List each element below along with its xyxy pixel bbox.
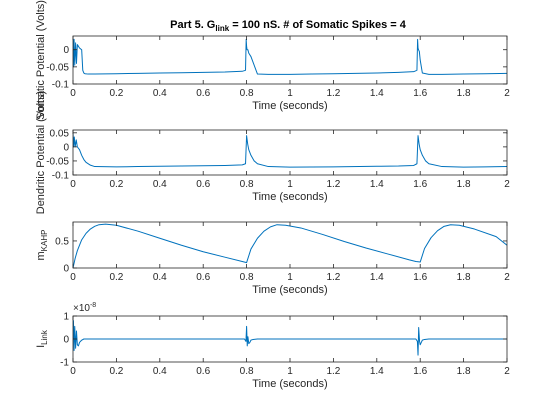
x-tick-label: 0.2 <box>109 366 123 377</box>
x-tick-label: 0 <box>70 88 76 99</box>
x-tick-label: 0.6 <box>196 179 210 190</box>
title-main: Part 5. G <box>170 19 215 31</box>
x-tick-label: 1.2 <box>326 272 340 283</box>
y-tick-label: 1 <box>63 312 69 323</box>
x-tick-label: 1.6 <box>413 272 427 283</box>
y-tick-label: 0.05 <box>50 128 70 139</box>
somatic-panel: 0 0.2 0.4 0.6 0.8 1 1.2 1.4 1.6 1.8 2 -0.1 -0.05 0 Tim… <box>35 0 510 120</box>
ilink-y-axis-label: ILink <box>35 329 49 348</box>
x-tick-label: 1.4 <box>370 88 384 99</box>
x-tick-label: 1.8 <box>457 272 471 283</box>
dendritic-axes-box <box>72 129 508 176</box>
somatic-trace <box>73 37 507 75</box>
figure-title: Part 5. Glink = 100 nS. # of Somatic Spi… <box>170 19 407 33</box>
mkahp-panel: 0 0.2 0.4 0.6 0.8 1 1.2 1.4 1.6 1.8 2 0 0.5 Time (sec… <box>35 221 510 296</box>
x-tick-label: 0.8 <box>240 366 254 377</box>
y-tick-label: 0 <box>63 264 69 275</box>
x-tick-label: 1.4 <box>370 179 384 190</box>
mkahp-y-axis-label: mKAHP <box>35 230 49 261</box>
dendritic-y-axis-label: Dendritic Potential (Volts) <box>35 91 47 215</box>
x-tick-label: 0 <box>70 272 76 283</box>
x-tick-label: 0.2 <box>109 88 123 99</box>
x-tick-label: 2 <box>504 366 510 377</box>
y-tick-label: -0.1 <box>52 80 70 91</box>
x-tick-label: 0.6 <box>196 272 210 283</box>
x-tick-label: 0.8 <box>240 88 254 99</box>
x-tick-label: 0.8 <box>240 272 254 283</box>
y-tick-label: 0 <box>63 335 69 346</box>
somatic-x-axis-label: Time (seconds) <box>252 100 327 112</box>
mkahp-x-axis-label: Time (seconds) <box>252 284 327 296</box>
title-subscript: link <box>215 24 229 33</box>
x-tick-label: 0.4 <box>153 88 167 99</box>
x-tick-label: 0.4 <box>153 366 167 377</box>
y-label-main: I <box>35 345 47 348</box>
x-tick-label: 2 <box>504 88 510 99</box>
x-tick-label: 1.8 <box>457 366 471 377</box>
x-tick-label: 1 <box>287 272 293 283</box>
title-rest: = 100 nS. # of Somatic Spikes = 4 <box>229 19 407 31</box>
y-tick-label: -0.05 <box>46 62 69 73</box>
x-tick-label: 0.2 <box>109 179 123 190</box>
y-tick-label: 0 <box>63 142 69 153</box>
y-label-main: m <box>35 251 47 260</box>
dendritic-trace <box>73 132 507 168</box>
mkahp-trace <box>73 223 507 268</box>
x-tick-label: 1.8 <box>457 179 471 190</box>
x-tick-label: 1.6 <box>413 366 427 377</box>
y-tick-label: -0.1 <box>52 171 70 182</box>
x-tick-label: 1.6 <box>413 88 427 99</box>
x-tick-label: 1 <box>287 88 293 99</box>
x-tick-label: 1.4 <box>370 272 384 283</box>
x-tick-label: 0 <box>70 366 76 377</box>
y-label-subscript: Link <box>40 329 49 345</box>
y-tick-label: -0.05 <box>46 156 69 167</box>
exponent-base: ×10 <box>73 303 90 314</box>
x-tick-label: 2 <box>504 272 510 283</box>
exponent-power: -8 <box>90 302 96 309</box>
y-tick-label: 0.5 <box>55 236 69 247</box>
x-tick-label: 1.6 <box>413 179 427 190</box>
x-tick-label: 0.8 <box>240 179 254 190</box>
x-tick-label: 0.6 <box>196 366 210 377</box>
dendritic-panel: 0 0.2 0.4 0.6 0.8 1 1.2 1.4 1.6 1.8 2 -0.1 -0.05 0 0.0… <box>35 91 510 215</box>
dendritic-x-axis-label: Time (seconds) <box>252 191 327 203</box>
ilink-exponent-label: ×10-8 <box>73 302 96 314</box>
x-tick-label: 0.4 <box>153 179 167 190</box>
x-tick-label: 1.2 <box>326 88 340 99</box>
x-tick-label: 0.6 <box>196 88 210 99</box>
y-tick-label: -1 <box>60 358 69 369</box>
x-tick-label: 1.8 <box>457 88 471 99</box>
x-tick-label: 0 <box>70 179 76 190</box>
x-tick-label: 1 <box>287 366 293 377</box>
x-tick-label: 2 <box>504 179 510 190</box>
somatic-y-axis-label: Somatic Potential (Volts) <box>35 0 47 120</box>
x-tick-label: 1.4 <box>370 366 384 377</box>
somatic-axes-box <box>72 35 508 85</box>
mkahp-axes-box <box>72 221 508 269</box>
panels: 0 0.2 0.4 0.6 0.8 1 1.2 1.4 1.6 1.8 2 -0.1 -0.05 0 Tim… <box>35 0 510 390</box>
ilink-x-axis-label: Time (seconds) <box>252 378 327 390</box>
ilink-trace <box>73 320 507 356</box>
x-tick-label: 1 <box>287 179 293 190</box>
y-label-subscript: KAHP <box>40 230 49 252</box>
y-tick-label: 0 <box>63 45 69 56</box>
x-tick-label: 1.2 <box>326 366 340 377</box>
x-tick-label: 1.2 <box>326 179 340 190</box>
x-tick-label: 0.4 <box>153 272 167 283</box>
x-tick-label: 0.2 <box>109 272 123 283</box>
